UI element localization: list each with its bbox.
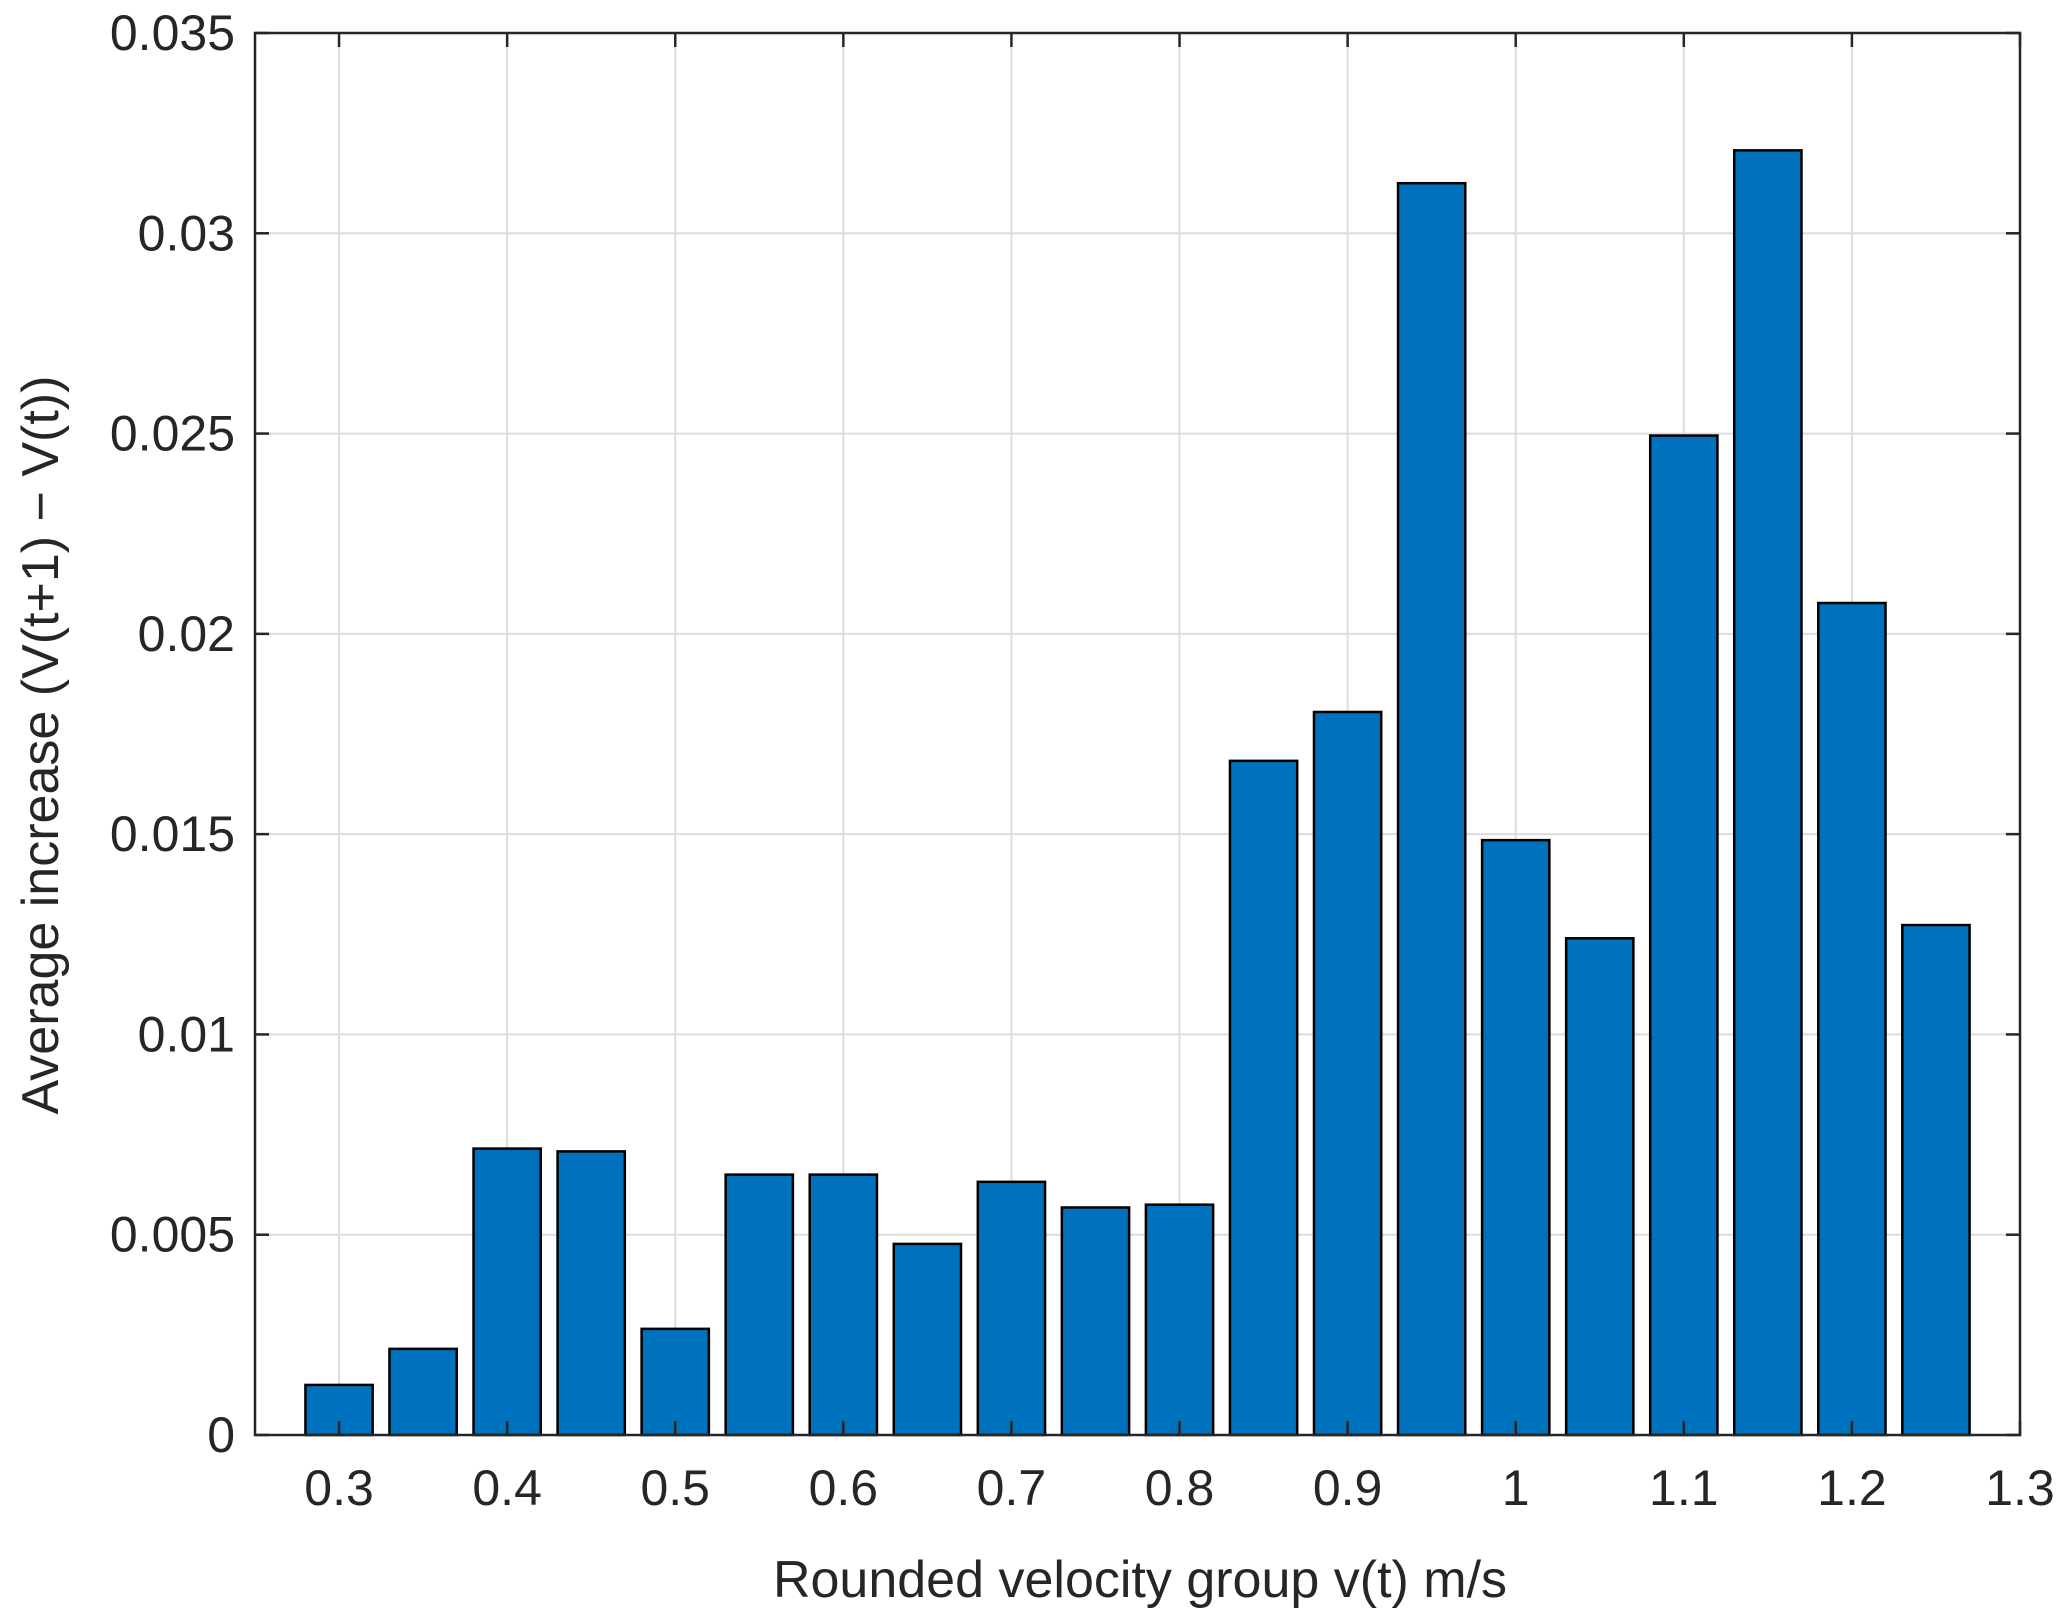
bar	[724, 1173, 795, 1437]
bar	[388, 1347, 458, 1437]
bar	[1648, 434, 1719, 1437]
bar	[640, 1327, 711, 1437]
x-tick-label: 1.3	[1985, 1460, 2055, 1516]
y-tick-label: 0.01	[138, 1006, 235, 1062]
bars	[304, 149, 1971, 1437]
x-tick-label: 0.3	[304, 1460, 374, 1516]
axes	[253, 31, 2022, 1437]
y-tick-label: 0.02	[138, 606, 235, 662]
bar	[892, 1242, 963, 1437]
plot-frame	[253, 31, 2022, 1437]
x-tick-label: 1.2	[1817, 1460, 1887, 1516]
bar	[1060, 1206, 1131, 1437]
x-tick-label: 0.4	[472, 1460, 542, 1516]
y-tick-label: 0.005	[110, 1207, 235, 1263]
tick-labels: 0.3 0.4 0.5 0.6 0.7 0.8 0.9 1 1.1 1.2 1.3 0 0.005 0.0…	[110, 5, 2055, 1516]
x-tick-label: 0.7	[977, 1460, 1047, 1516]
bar	[1564, 937, 1635, 1437]
bar	[556, 1150, 627, 1437]
x-tick-label: 0.5	[640, 1460, 710, 1516]
bar	[1732, 149, 1803, 1437]
y-tick-label: 0.015	[110, 806, 235, 862]
x-tick-label: 0.8	[1145, 1460, 1215, 1516]
x-tick-label: 0.9	[1313, 1460, 1383, 1516]
bar	[1480, 838, 1551, 1437]
bar	[1312, 710, 1383, 1437]
bar	[1396, 181, 1467, 1437]
bar	[808, 1173, 879, 1437]
y-tick-label: 0	[207, 1407, 235, 1463]
bar	[472, 1147, 543, 1437]
bar	[976, 1180, 1047, 1437]
x-axis-label: Rounded velocity group v(t) m/s	[773, 1551, 1507, 1609]
x-tick-label: 0.6	[809, 1460, 879, 1516]
y-tick-label: 0.035	[110, 5, 235, 61]
y-tick-label: 0.025	[110, 406, 235, 462]
y-tick-label: 0.03	[138, 205, 235, 261]
bar	[1228, 759, 1299, 1437]
x-tick-label: 1	[1502, 1460, 1530, 1516]
bar	[1901, 923, 1971, 1437]
bar	[1817, 601, 1887, 1437]
x-tick-label: 1.1	[1649, 1460, 1719, 1516]
y-axis-label: Average increase (V(t+1) − V(t))	[12, 376, 70, 1115]
bar	[1144, 1203, 1215, 1437]
